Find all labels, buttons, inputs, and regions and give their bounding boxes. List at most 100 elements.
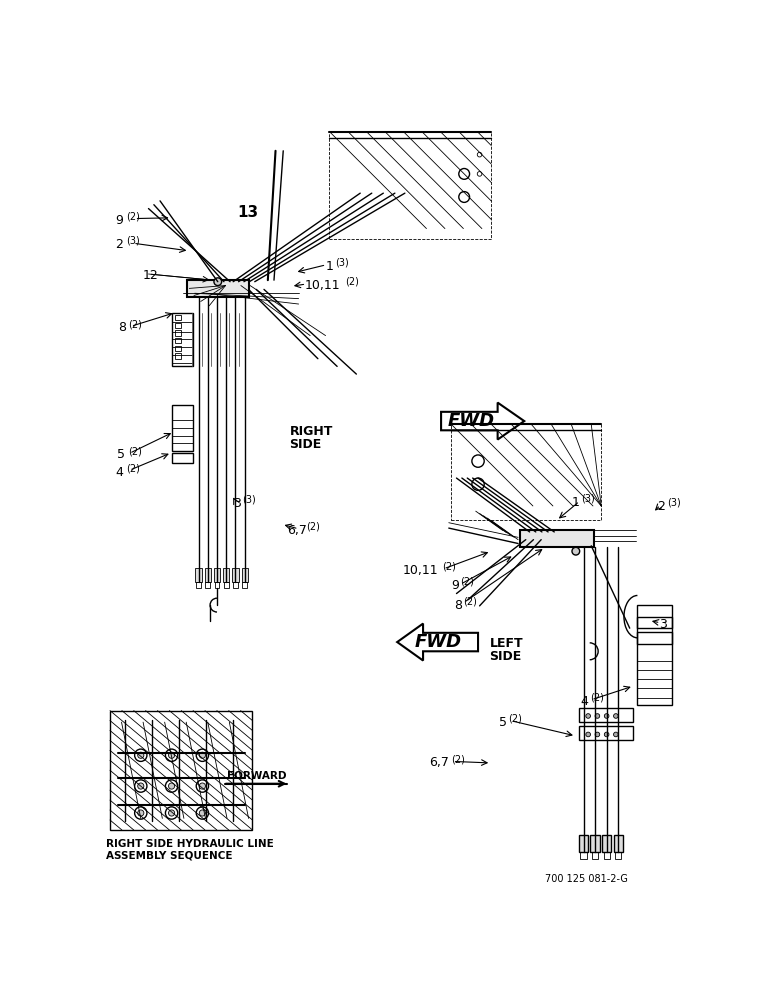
Text: ASSEMBLY SEQUENCE: ASSEMBLY SEQUENCE (106, 850, 232, 860)
Text: SIDE: SIDE (290, 438, 322, 451)
Text: 8: 8 (454, 599, 462, 612)
Text: 6,7: 6,7 (429, 756, 449, 769)
Bar (171, 453, 193, 463)
Circle shape (168, 783, 174, 789)
Text: 10,11: 10,11 (402, 564, 438, 577)
Text: (2): (2) (451, 754, 465, 764)
Circle shape (604, 714, 609, 718)
Text: 5: 5 (117, 448, 125, 461)
Bar (451, 424, 601, 520)
Text: 9: 9 (115, 214, 124, 227)
Circle shape (137, 810, 144, 816)
Bar (205, 582, 210, 588)
Text: (2): (2) (126, 211, 140, 221)
Text: SIDE: SIDE (489, 650, 522, 663)
Text: (2): (2) (508, 713, 522, 723)
Text: (2): (2) (126, 464, 140, 474)
Bar (242, 582, 247, 588)
Text: 4: 4 (581, 695, 588, 708)
Text: (2): (2) (127, 446, 141, 456)
Bar (579, 708, 633, 722)
Text: FWD: FWD (414, 633, 461, 651)
Bar (638, 605, 672, 705)
Circle shape (614, 714, 618, 718)
Circle shape (168, 810, 174, 816)
Text: (2): (2) (128, 319, 142, 329)
Circle shape (199, 783, 205, 789)
Bar (171, 405, 193, 451)
Bar (205, 568, 211, 582)
Text: (3): (3) (581, 494, 595, 504)
Text: 4: 4 (115, 466, 124, 479)
Text: FORWARD: FORWARD (227, 771, 286, 781)
Text: 9: 9 (451, 579, 459, 592)
Bar (171, 312, 193, 366)
Circle shape (199, 752, 205, 758)
Bar (614, 835, 623, 852)
Text: (2): (2) (463, 596, 477, 606)
Circle shape (586, 732, 591, 737)
Bar (638, 632, 672, 644)
Circle shape (595, 714, 600, 718)
Bar (638, 617, 672, 628)
Bar (232, 568, 239, 582)
Text: 12: 12 (143, 269, 159, 282)
Circle shape (604, 732, 609, 737)
Text: (2): (2) (345, 277, 359, 287)
Text: 6,7: 6,7 (287, 524, 307, 537)
Bar (174, 323, 181, 328)
Circle shape (595, 732, 600, 737)
Text: 2: 2 (658, 500, 665, 513)
Text: 5: 5 (499, 716, 507, 729)
Bar (581, 852, 587, 859)
Text: (2): (2) (442, 562, 456, 572)
Bar (520, 530, 594, 547)
Text: (2): (2) (460, 577, 474, 587)
Bar (592, 852, 598, 859)
Bar (330, 132, 491, 239)
Bar (195, 568, 201, 582)
Bar (223, 568, 229, 582)
Bar (579, 726, 633, 740)
Bar (602, 835, 611, 852)
Bar (187, 280, 249, 297)
Text: 700 125 081-2-G: 700 125 081-2-G (545, 874, 628, 884)
Text: 3: 3 (233, 497, 241, 510)
Text: 3: 3 (659, 618, 667, 631)
Bar (174, 330, 181, 336)
Circle shape (168, 752, 174, 758)
Text: 1: 1 (326, 260, 334, 273)
Text: RIGHT SIDE HYDRAULIC LINE: RIGHT SIDE HYDRAULIC LINE (106, 839, 274, 849)
Circle shape (137, 783, 144, 789)
Bar (233, 582, 238, 588)
Circle shape (586, 714, 591, 718)
Text: (3): (3) (335, 257, 349, 267)
Text: (3): (3) (667, 498, 680, 508)
Circle shape (572, 547, 580, 555)
Text: 13: 13 (237, 205, 258, 220)
Text: (3): (3) (242, 495, 256, 505)
Bar (604, 852, 610, 859)
Bar (110, 711, 252, 830)
Bar (242, 568, 248, 582)
Bar (174, 346, 181, 351)
Text: (2): (2) (590, 692, 604, 702)
Bar (615, 852, 621, 859)
Bar (224, 582, 229, 588)
Text: (2): (2) (306, 522, 320, 532)
Text: 10,11: 10,11 (305, 279, 340, 292)
Circle shape (614, 732, 618, 737)
Bar (174, 353, 181, 359)
Bar (214, 568, 220, 582)
Bar (591, 835, 600, 852)
Circle shape (137, 752, 144, 758)
Text: 1: 1 (572, 496, 580, 509)
Text: 2: 2 (115, 238, 124, 251)
Text: RIGHT: RIGHT (290, 425, 333, 438)
Bar (579, 835, 588, 852)
Text: LEFT: LEFT (489, 637, 523, 650)
Text: (3): (3) (126, 236, 140, 246)
Circle shape (214, 278, 222, 286)
Text: 8: 8 (117, 321, 126, 334)
Bar (215, 582, 219, 588)
